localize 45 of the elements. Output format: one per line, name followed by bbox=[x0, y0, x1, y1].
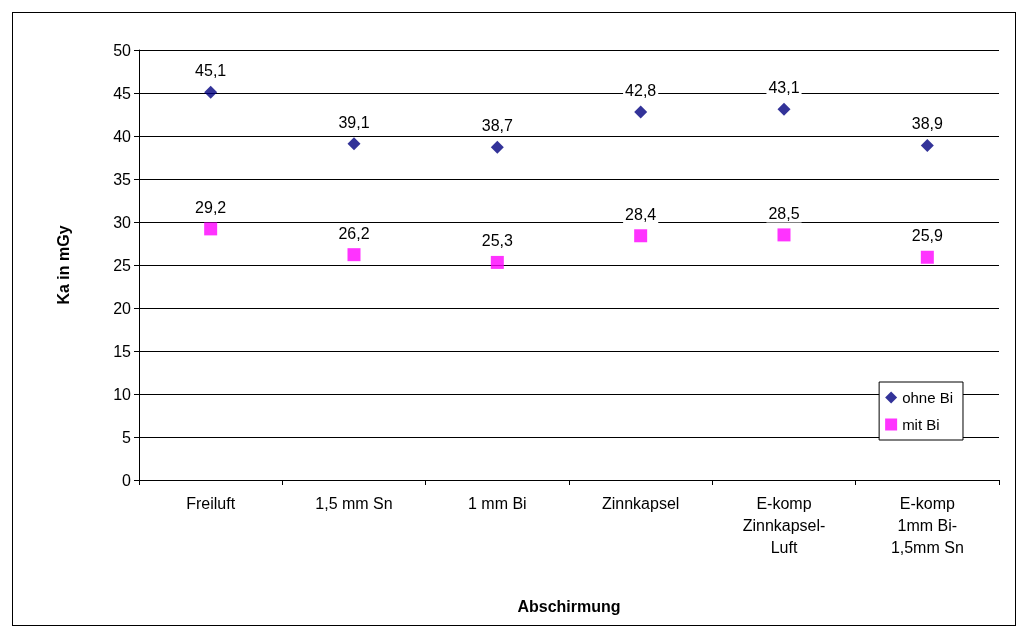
y-tick-label: 50 bbox=[113, 41, 132, 59]
data-label: 42,8 bbox=[625, 81, 657, 99]
y-tick-label: 40 bbox=[113, 127, 132, 145]
y-tick-label: 0 bbox=[122, 471, 132, 489]
x-tick-label: E-komp 1mm Bi- 1,5mm Sn bbox=[890, 494, 964, 556]
y-tick-label: 20 bbox=[113, 299, 132, 317]
point bbox=[204, 85, 218, 99]
y-axis-title: Ka in mGy bbox=[54, 225, 72, 305]
point bbox=[347, 248, 361, 262]
legend-label: ohne Bi bbox=[902, 389, 953, 406]
point bbox=[777, 228, 791, 242]
data-label: 25,9 bbox=[911, 227, 944, 245]
data-label: 28,4 bbox=[625, 205, 657, 223]
data-label: 29,2 bbox=[195, 198, 227, 216]
point bbox=[204, 222, 218, 236]
x-tick-label: Freiluft bbox=[186, 494, 236, 512]
x-tick-label: 1,5 mm Sn bbox=[315, 494, 393, 512]
x-axis-title: Abschirmung bbox=[517, 597, 621, 615]
y-tick-label: 10 bbox=[113, 385, 132, 403]
x-tick-label: E-komp Zinnkapsel- Luft bbox=[742, 494, 826, 556]
data-label: 38,7 bbox=[481, 117, 514, 135]
data-label: 45,1 bbox=[195, 62, 227, 80]
x-tick-label: 1 mm Bi bbox=[468, 494, 527, 512]
y-tick-label: 35 bbox=[113, 170, 132, 188]
data-label: 39,1 bbox=[338, 113, 370, 131]
y-tick-label: 15 bbox=[113, 342, 132, 360]
point bbox=[347, 137, 361, 151]
y-tick-label: 45 bbox=[113, 84, 132, 102]
legend-label: mit Bi bbox=[902, 416, 940, 433]
point bbox=[490, 255, 504, 269]
y-tick-label: 30 bbox=[113, 213, 132, 231]
y-tick-label: 25 bbox=[113, 256, 132, 274]
point bbox=[920, 138, 934, 152]
x-tick-label: Zinnkapsel bbox=[601, 494, 680, 512]
point bbox=[777, 102, 791, 116]
y-tick-label: 5 bbox=[122, 428, 132, 446]
point bbox=[634, 105, 648, 119]
point bbox=[634, 229, 648, 243]
data-label: 26,2 bbox=[338, 224, 370, 242]
data-label: 28,5 bbox=[768, 204, 800, 222]
point bbox=[490, 140, 504, 154]
data-label: 43,1 bbox=[768, 79, 800, 97]
data-label: 38,9 bbox=[911, 115, 944, 133]
data-label: 25,3 bbox=[481, 232, 514, 250]
point bbox=[920, 250, 934, 264]
